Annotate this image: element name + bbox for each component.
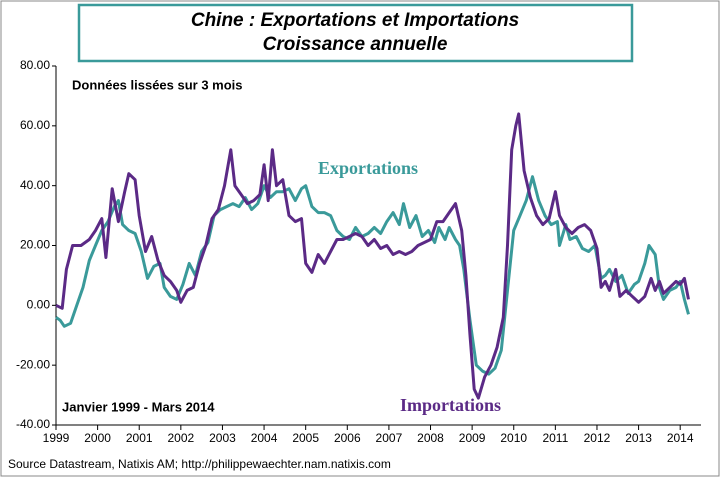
chart-title: Croissance annuelle xyxy=(263,34,448,55)
x-tick-label: 2005 xyxy=(292,431,319,445)
annotation: Données lissées sur 3 mois xyxy=(72,77,243,92)
annotation: Janvier 1999 - Mars 2014 xyxy=(62,399,215,414)
y-tick-label: 80.00 xyxy=(20,58,50,72)
y-tick-label: -20.00 xyxy=(16,357,50,371)
x-tick-label: 2012 xyxy=(584,431,611,445)
x-tick-label: 2011 xyxy=(542,431,568,445)
y-tick-label: 40.00 xyxy=(20,178,50,192)
x-tick-label: 2007 xyxy=(376,431,403,445)
y-tick-label: 20.00 xyxy=(20,238,50,252)
y-tick-label: -40.00 xyxy=(16,417,50,431)
x-tick-label: 2010 xyxy=(500,431,527,445)
y-tick-label: 60.00 xyxy=(20,118,50,132)
x-tick-label: 2004 xyxy=(251,431,278,445)
x-tick-label: 2001 xyxy=(126,431,153,445)
x-tick-label: 2014 xyxy=(667,431,694,445)
series-label: Exportations xyxy=(318,158,418,178)
x-tick-label: 2008 xyxy=(417,431,444,445)
x-tick-label: 2009 xyxy=(459,431,486,445)
series-line xyxy=(55,112,690,400)
x-tick-label: 2003 xyxy=(209,431,236,445)
x-tick-label: 2000 xyxy=(84,431,111,445)
x-tick-label: 2006 xyxy=(334,431,361,445)
title-box xyxy=(77,3,634,63)
series-label: Importations xyxy=(400,395,501,415)
x-tick-label: 2013 xyxy=(625,431,652,445)
x-tick-label: 1999 xyxy=(43,431,70,445)
source: Source Datastream, Natixis AM; http://ph… xyxy=(8,457,391,471)
chart-title: Chine : Exportations et Importations xyxy=(191,10,519,31)
y-tick-label: 0.00 xyxy=(27,298,51,312)
x-tick-label: 2002 xyxy=(167,431,194,445)
